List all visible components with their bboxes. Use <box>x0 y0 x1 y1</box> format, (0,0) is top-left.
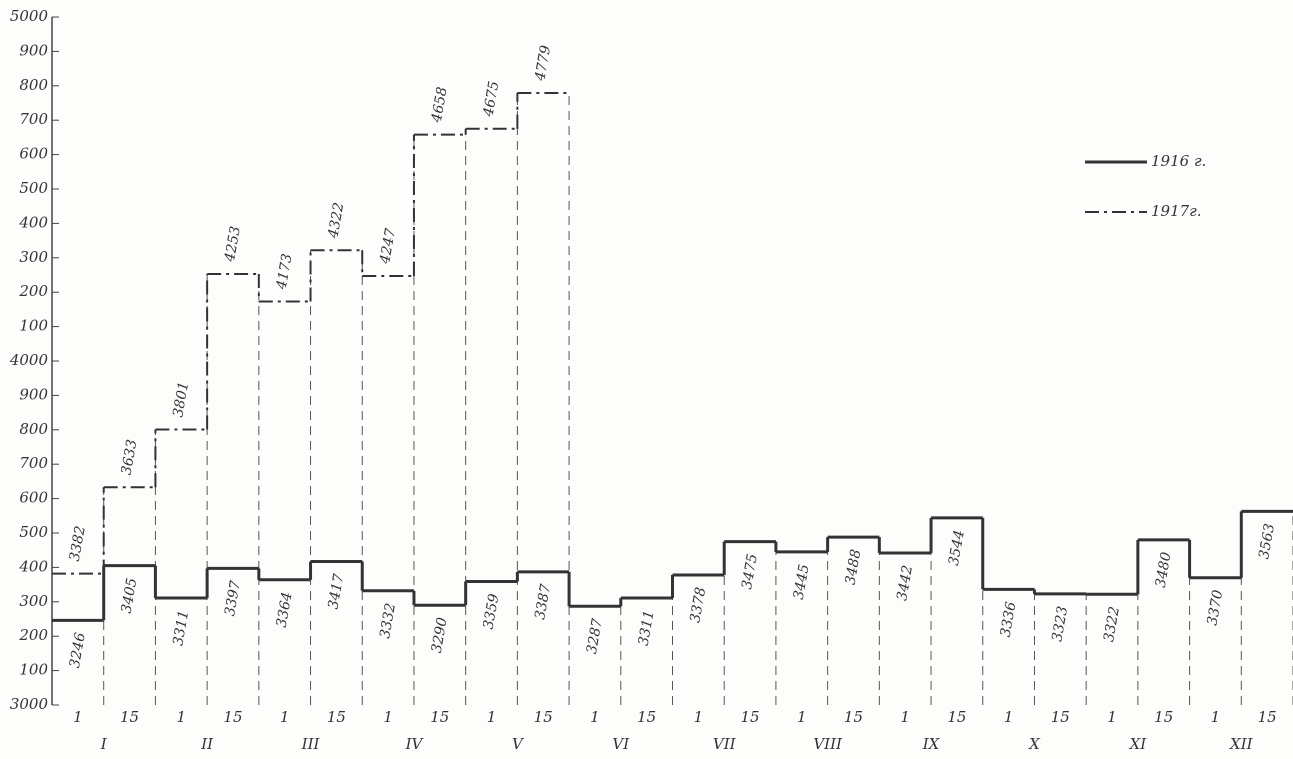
x-tick-label: 15 <box>741 708 760 726</box>
y-tick-label: 800 <box>19 76 48 94</box>
data-label: 4658 <box>429 86 451 125</box>
month-label: X <box>1028 735 1041 753</box>
x-tick-label: 1 <box>280 708 290 726</box>
x-tick-label: 15 <box>947 708 966 726</box>
legend-label: 1916 г. <box>1151 152 1206 170</box>
x-tick-label: 1 <box>176 708 186 726</box>
data-label: 3246 <box>67 631 89 669</box>
data-label: 3378 <box>687 586 709 624</box>
month-label: VII <box>713 735 737 753</box>
data-label: 3382 <box>67 525 89 563</box>
data-label: 3332 <box>377 602 399 640</box>
y-tick-label: 200 <box>18 282 48 300</box>
x-tick-label: 1 <box>797 708 807 726</box>
data-label: 3480 <box>1153 551 1175 589</box>
month-label: I <box>100 735 108 753</box>
data-label: 3633 <box>119 438 141 476</box>
month-label: XI <box>1129 735 1148 753</box>
y-tick-label: 100 <box>19 317 48 335</box>
data-label: 4675 <box>480 80 502 119</box>
y-tick-label: 300 <box>19 248 48 266</box>
y-tick-label: 800 <box>19 420 48 438</box>
data-label: 3311 <box>170 609 192 647</box>
x-tick-label: 15 <box>1258 708 1277 726</box>
x-tick-label: 15 <box>1154 708 1173 726</box>
x-tick-label: 15 <box>430 708 449 726</box>
data-label: 4253 <box>222 225 244 264</box>
legend-label: 1917г. <box>1151 202 1202 220</box>
data-label: 3359 <box>481 592 503 630</box>
month-label: VIII <box>813 735 843 753</box>
x-tick-label: 15 <box>1051 708 1070 726</box>
data-label: 3387 <box>532 583 554 621</box>
data-label: 3322 <box>1101 605 1123 643</box>
month-label: IV <box>405 735 425 753</box>
data-label: 3801 <box>170 381 192 419</box>
month-label: XII <box>1229 735 1254 753</box>
x-tick-label: 1 <box>1004 708 1014 726</box>
data-label: 3397 <box>222 579 244 617</box>
x-tick-label: 15 <box>327 708 346 726</box>
x-tick-label: 15 <box>223 708 242 726</box>
y-tick-label: 600 <box>19 489 48 507</box>
month-label: VI <box>612 735 630 753</box>
data-label: 3544 <box>946 529 968 567</box>
data-label: 3417 <box>325 573 347 611</box>
y-tick-label: 200 <box>18 626 48 644</box>
data-label: 4247 <box>377 227 399 266</box>
data-label: 3445 <box>791 563 813 601</box>
x-tick-label: 1 <box>900 708 910 726</box>
y-tick-label: 500 <box>19 523 48 541</box>
y-tick-label: 300 <box>19 592 48 610</box>
x-tick-label: 1 <box>383 708 393 726</box>
y-tick-label: 900 <box>19 385 48 403</box>
x-tick-label: 1 <box>1211 708 1221 726</box>
data-label: 4322 <box>325 201 347 240</box>
x-tick-label: 15 <box>534 708 553 726</box>
y-tick-label: 700 <box>19 454 48 472</box>
data-label: 3336 <box>998 600 1020 638</box>
data-label: 3364 <box>274 591 296 629</box>
y-tick-label: 700 <box>19 110 48 128</box>
data-label: 3475 <box>739 553 761 591</box>
data-label: 3405 <box>119 577 141 615</box>
x-tick-label: 1 <box>590 708 600 726</box>
y-tick-label: 400 <box>18 213 48 231</box>
x-tick-label: 15 <box>120 708 139 726</box>
data-label: 3323 <box>1049 605 1071 643</box>
y-tick-label: 500 <box>19 179 48 197</box>
x-tick-label: 1 <box>1107 708 1117 726</box>
month-label: III <box>301 735 321 753</box>
data-label: 3563 <box>1256 522 1278 560</box>
x-tick-label: 15 <box>844 708 863 726</box>
data-label: 3442 <box>894 564 916 602</box>
data-label: 3370 <box>1204 589 1226 627</box>
x-tick-label: 1 <box>73 708 83 726</box>
data-label: 3311 <box>636 609 658 647</box>
y-tick-label: 3000 <box>10 695 49 713</box>
y-tick-label: 4000 <box>9 351 49 369</box>
data-label: 3290 <box>429 616 451 654</box>
y-tick-label: 600 <box>19 145 48 163</box>
x-tick-label: 15 <box>637 708 656 726</box>
y-tick-label: 5000 <box>10 7 49 25</box>
x-tick-label: 1 <box>487 708 497 726</box>
month-label: V <box>512 735 525 753</box>
y-tick-label: 900 <box>19 41 48 59</box>
data-label: 4173 <box>274 252 296 291</box>
y-tick-label: 100 <box>19 661 48 679</box>
data-label: 3488 <box>843 548 865 586</box>
month-label: IX <box>922 735 941 753</box>
y-tick-label: 400 <box>18 557 48 575</box>
data-label: 3287 <box>584 617 606 655</box>
data-label: 4779 <box>532 44 554 83</box>
x-tick-label: 1 <box>694 708 704 726</box>
month-label: II <box>200 735 214 753</box>
